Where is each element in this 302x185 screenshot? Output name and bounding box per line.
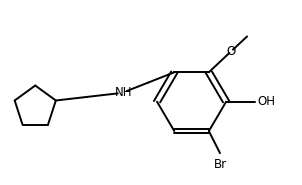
Text: NH: NH	[114, 86, 132, 99]
Text: Br: Br	[214, 158, 227, 171]
Text: O: O	[227, 45, 236, 58]
Text: OH: OH	[258, 95, 276, 108]
